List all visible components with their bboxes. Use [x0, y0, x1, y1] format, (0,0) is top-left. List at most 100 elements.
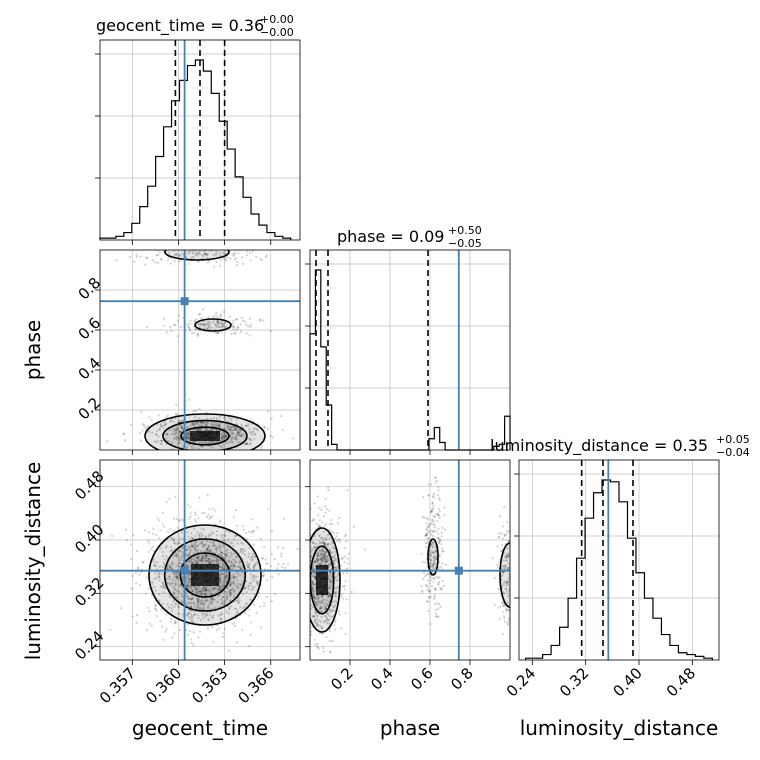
sample-point [170, 567, 173, 571]
sample-point [195, 607, 198, 610]
sample-point [429, 529, 432, 533]
sample-point [193, 548, 196, 551]
sample-point [428, 557, 431, 561]
sample-point [224, 553, 228, 556]
sample-point [210, 250, 213, 252]
sample-point [434, 612, 437, 615]
sample-point [227, 428, 230, 432]
sample-point [314, 612, 317, 615]
sample-point [201, 254, 204, 257]
sample-point [176, 335, 179, 338]
sample-point [433, 560, 436, 563]
sample-point [350, 591, 353, 594]
sample-point [206, 494, 209, 497]
sample-point [427, 610, 430, 613]
sample-point [512, 574, 514, 576]
sample-point [177, 437, 180, 440]
sample-point [324, 544, 327, 547]
sample-point [238, 428, 242, 431]
sample-point [255, 255, 258, 258]
sample-point [261, 444, 264, 447]
sample-point [224, 565, 227, 569]
sample-point [201, 557, 204, 560]
sample-point [317, 624, 320, 627]
sample-point [236, 432, 239, 435]
sample-point [313, 576, 317, 579]
sample-point [170, 536, 173, 540]
sample-point [314, 575, 317, 578]
sample-point [172, 562, 175, 565]
sample-point [331, 522, 334, 526]
sample-point [197, 636, 200, 639]
sample-point [324, 497, 327, 500]
sample-point [245, 254, 249, 257]
sample-point [155, 609, 158, 612]
sample-point [312, 589, 315, 592]
sample-point [212, 423, 215, 426]
panel-border [518, 459, 720, 661]
sample-point [503, 620, 506, 623]
sample-point [505, 532, 508, 536]
sample-point [256, 583, 260, 586]
sample-point [188, 546, 191, 549]
sample-point [191, 589, 194, 592]
sample-point [232, 563, 235, 567]
sample-point [179, 430, 182, 434]
sample-point [315, 611, 318, 614]
sample-point [307, 548, 309, 550]
sample-point [181, 613, 184, 616]
sample-point [428, 549, 431, 553]
sample-point [227, 590, 230, 594]
sample-point [172, 432, 175, 435]
sample-point [188, 517, 191, 520]
sample-point [346, 562, 350, 565]
sample-point [143, 424, 146, 427]
sample-point [225, 554, 228, 557]
sample-point [303, 583, 305, 585]
sample-point [437, 537, 440, 540]
sample-point [304, 535, 306, 537]
sample-point [317, 596, 320, 599]
sample-point [180, 419, 183, 422]
sample-point [502, 571, 505, 574]
sample-point [497, 587, 500, 591]
sample-point [307, 595, 309, 597]
sample-point [208, 558, 211, 561]
sample-point [122, 432, 125, 435]
sample-point [429, 562, 432, 565]
sample-point [143, 529, 147, 532]
sample-point [321, 646, 325, 650]
sample-point [199, 601, 202, 604]
sample-point [201, 614, 204, 617]
sample-point [219, 246, 221, 248]
sample-point [169, 550, 172, 553]
sample-point [229, 583, 232, 586]
sample-point [216, 320, 219, 324]
sample-point [186, 531, 189, 534]
sample-point [502, 605, 505, 608]
sample-point [237, 428, 240, 431]
sample-point [176, 434, 179, 437]
sample-point [204, 428, 208, 431]
sample-point [212, 598, 215, 601]
sample-point [496, 545, 499, 548]
sample-point [171, 441, 174, 444]
sample-point [133, 260, 136, 263]
sample-point [326, 542, 329, 546]
sample-point [228, 315, 231, 318]
sample-point [508, 530, 510, 533]
sample-point [236, 430, 239, 433]
sample-point [229, 593, 232, 596]
sample-point [431, 546, 434, 549]
sample-point [429, 522, 432, 526]
sample-point [220, 613, 223, 616]
sample-point [213, 423, 216, 426]
sample-point [188, 560, 191, 564]
sample-point [219, 313, 222, 316]
sample-point [179, 537, 182, 540]
sample-point [195, 561, 198, 564]
sample-point [153, 560, 156, 564]
sample-point [277, 563, 280, 566]
sample-point [216, 320, 219, 323]
sample-point [248, 546, 251, 549]
